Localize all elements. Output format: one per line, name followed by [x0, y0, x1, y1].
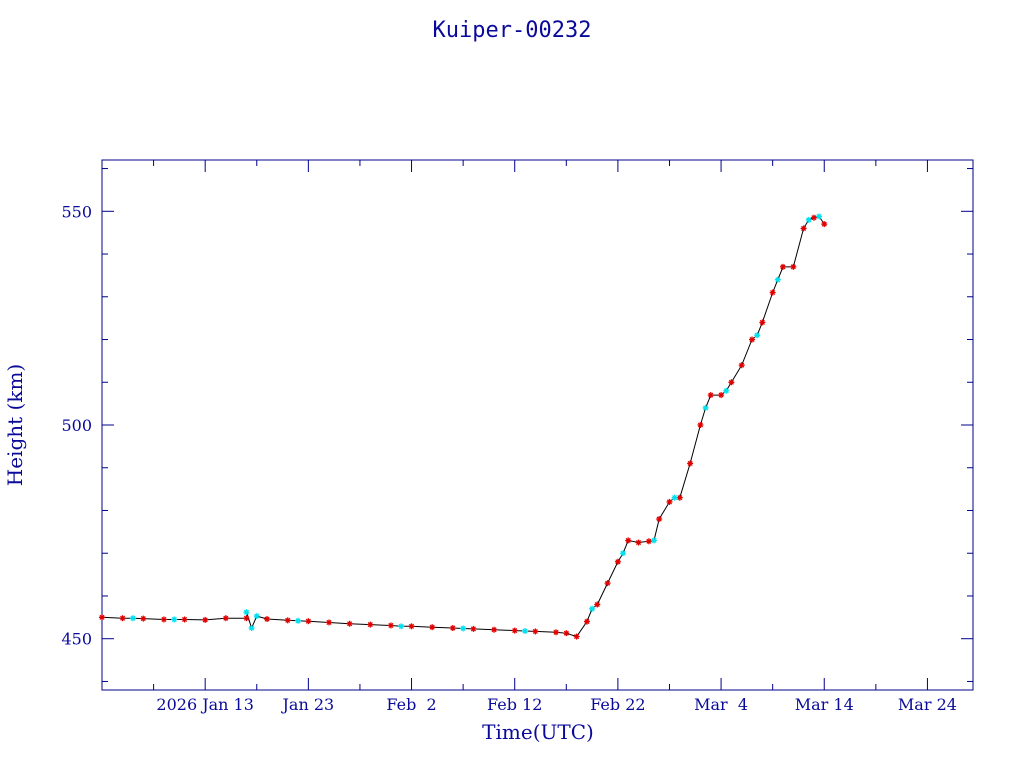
data-point-cyan	[723, 387, 730, 394]
data-point-red	[160, 616, 167, 623]
data-point-cyan	[243, 609, 250, 616]
data-point-red	[470, 625, 477, 632]
x-tick-label: Mar 14	[795, 695, 854, 714]
x-tick-label: Feb 2	[386, 695, 436, 714]
data-point-cyan	[589, 605, 596, 612]
data-point-red	[511, 627, 518, 634]
data-point-red	[749, 336, 756, 343]
data-point-red	[821, 221, 828, 228]
data-point-red	[222, 615, 229, 622]
data-point-red	[810, 214, 817, 221]
y-tick-label: 500	[61, 416, 92, 435]
data-point-red	[325, 619, 332, 626]
x-tick-label: 2026 Jan 13	[156, 695, 254, 714]
data-point-red	[408, 623, 415, 630]
data-point-cyan	[295, 617, 302, 624]
data-point-red	[181, 616, 188, 623]
data-point-red	[769, 289, 776, 296]
height-trace-line	[101, 215, 825, 638]
data-point-cyan	[620, 550, 627, 557]
data-point-cyan	[248, 625, 255, 632]
data-point-red	[604, 580, 611, 587]
data-markers	[99, 213, 828, 640]
y-tick-label: 450	[61, 630, 92, 649]
data-point-red	[99, 614, 105, 621]
data-point-red	[284, 617, 291, 624]
data-point-red	[264, 616, 271, 623]
x-tick-label: Mar 4	[694, 695, 748, 714]
y-tick-label: 550	[61, 202, 92, 221]
data-point-red	[594, 601, 601, 608]
data-point-red	[790, 263, 797, 270]
data-point-cyan	[671, 494, 678, 501]
data-point-red	[635, 539, 642, 546]
x-axis-label: Time(UTC)	[482, 720, 594, 744]
data-point-cyan	[460, 625, 467, 632]
data-point-red	[140, 615, 147, 622]
y-axis: 450 500 550	[61, 168, 973, 682]
data-point-red	[429, 624, 436, 631]
x-tick-label: Feb 22	[590, 695, 645, 714]
data-point-red	[367, 621, 374, 628]
data-point-cyan	[702, 404, 709, 411]
data-point-cyan	[754, 332, 761, 339]
data-point-red	[202, 616, 209, 623]
x-axis: 2026 Jan 13 Jan 23 Feb 2 Feb 12 Feb 22 Mar 4 M…	[153, 160, 957, 714]
data-point-red	[625, 537, 632, 544]
data-point-red	[563, 630, 570, 637]
data-point-cyan	[816, 213, 823, 220]
data-point-cyan	[805, 216, 812, 223]
data-point-red	[614, 558, 621, 565]
data-point-red	[449, 625, 456, 632]
data-point-red	[738, 362, 745, 369]
data-point-red	[697, 422, 704, 428]
data-point-red	[573, 633, 580, 640]
data-point-cyan	[651, 537, 658, 544]
data-point-cyan	[129, 615, 136, 622]
chart-title: Kuiper-00232	[433, 18, 592, 43]
data-point-cyan	[171, 616, 178, 623]
y-axis-label: Height (km)	[3, 364, 27, 486]
data-point-red	[491, 626, 498, 633]
plot-frame	[101, 159, 974, 691]
data-point-cyan	[774, 276, 781, 283]
data-point-red	[346, 620, 353, 627]
data-point-red	[656, 516, 663, 523]
data-point-red	[387, 622, 394, 629]
data-point-red	[119, 615, 126, 622]
data-point-red	[583, 618, 590, 625]
data-point-red	[532, 628, 539, 635]
data-point-red	[676, 494, 683, 501]
x-tick-label: Mar 24	[898, 695, 957, 714]
data-point-red	[779, 263, 786, 270]
x-tick-label: Feb 12	[487, 695, 542, 714]
data-point-red	[552, 629, 559, 636]
data-point-red	[707, 392, 714, 399]
data-point-cyan	[398, 623, 405, 630]
x-tick-label: Jan 23	[281, 695, 335, 714]
data-point-red	[728, 379, 735, 386]
data-point-red	[645, 538, 652, 545]
data-point-cyan	[253, 613, 260, 620]
data-point-red	[305, 618, 312, 625]
data-point-red	[243, 615, 250, 622]
data-point-cyan	[522, 628, 529, 635]
data-point-red	[759, 319, 766, 326]
data-point-red	[687, 460, 694, 467]
data-point-red	[666, 498, 673, 505]
data-point-red	[718, 392, 725, 399]
data-point-red	[800, 225, 807, 232]
